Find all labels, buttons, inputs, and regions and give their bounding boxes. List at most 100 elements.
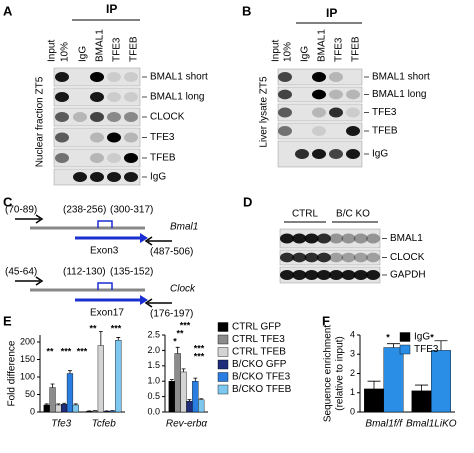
significance: ** (89, 323, 97, 333)
band (366, 252, 381, 263)
band (304, 252, 319, 263)
error-bar (415, 384, 429, 391)
band-label: IgG (150, 172, 166, 183)
y-tick-label: 2.5 (147, 329, 160, 339)
legend-label: IgG (414, 332, 430, 343)
significance: ** (46, 346, 54, 356)
band (107, 132, 121, 143)
side-label: Nuclear fraction ZT5 (35, 76, 46, 167)
bar (103, 411, 110, 413)
primer-label: (45-64) (5, 267, 37, 278)
legend-label: B/CKO TFEB (232, 384, 292, 395)
error-bar (68, 370, 72, 374)
band (278, 107, 292, 118)
x-tick-label: Bmal1LiKO (406, 419, 457, 430)
band (107, 92, 121, 102)
error-bar (169, 379, 174, 382)
band (90, 153, 104, 163)
band (107, 172, 121, 182)
error-bar (98, 331, 103, 346)
panel-letter: F (322, 313, 330, 328)
band (280, 233, 294, 244)
lane-label: BMAL1 (95, 29, 106, 62)
bar (186, 401, 193, 413)
significance: *** (194, 351, 205, 361)
band (90, 92, 104, 102)
primer-label: (176-197) (150, 309, 193, 320)
y-tick-label: 1.5 (147, 360, 160, 370)
legend-swatch (217, 359, 229, 370)
bar (66, 373, 74, 413)
band (124, 153, 138, 163)
band-label: TFEB (372, 126, 398, 137)
band-label: BMAL1 long (150, 92, 204, 103)
panel-letter: C (3, 194, 13, 209)
legend-swatch (217, 334, 229, 345)
band (280, 252, 294, 263)
ip-label: IP (106, 2, 117, 16)
band (312, 126, 326, 136)
y-tick-label: 200 (20, 336, 35, 346)
y-tick-label: 2.0 (147, 345, 160, 355)
y-tick-label: 0.5 (147, 391, 160, 401)
band (353, 233, 368, 244)
band (366, 270, 381, 280)
legend-label: CTRL TFE3 (232, 334, 285, 345)
band-label: IgG (372, 149, 388, 160)
error-bar (56, 403, 61, 405)
error-bar (187, 399, 192, 402)
band (107, 72, 121, 82)
band (329, 89, 343, 100)
band (341, 252, 356, 263)
bar (43, 404, 50, 413)
band (73, 172, 87, 182)
significance: *** (61, 346, 72, 356)
bar (91, 410, 99, 413)
band-label: TFE3 (150, 132, 175, 143)
x-tick-label: Bmal1f/f (365, 419, 403, 430)
error-bar (193, 377, 198, 382)
bar (364, 388, 384, 413)
band-label: GAPDH (390, 270, 426, 281)
panel-letter: B (242, 3, 251, 18)
band (55, 153, 69, 163)
legend-label: B/CKO GFP (232, 359, 287, 370)
band (329, 252, 344, 263)
primer-label: (135-152) (110, 267, 153, 278)
bar (115, 340, 122, 413)
y-tick-label: 0 (30, 406, 35, 416)
band (312, 72, 326, 82)
legend-swatch (217, 384, 229, 395)
band (124, 92, 138, 102)
band (312, 89, 326, 100)
band-label: BMAL1 long (372, 89, 426, 100)
band (107, 153, 121, 163)
lane-label: TFEB (351, 36, 362, 62)
band (90, 112, 104, 122)
y-tick-label: 100 (20, 371, 35, 381)
bar (431, 350, 451, 413)
legend-label: B/CKO TFE3 (232, 372, 291, 383)
error-bar (50, 383, 55, 388)
error-bar (175, 346, 180, 354)
band (346, 107, 360, 118)
band (73, 112, 87, 122)
bar (72, 404, 79, 413)
lane-label: IgG (78, 46, 89, 62)
band (280, 270, 294, 280)
legend-swatch (217, 322, 229, 332)
primer-label: (70-89) (5, 205, 37, 216)
band (90, 132, 104, 143)
side-label: Liver lysate ZT5 (259, 76, 270, 148)
band-label: CLOCK (390, 252, 425, 263)
x-tick-label: Tfe3 (51, 419, 71, 430)
primer-f-head (35, 214, 44, 224)
primer-r-head (144, 298, 153, 308)
error-bar (386, 343, 400, 348)
group-label: CTRL (292, 209, 319, 220)
exon-arrowhead (140, 233, 148, 243)
bar (198, 399, 205, 413)
legend-label: CTRL TFEB (232, 347, 286, 358)
lane-label: 10% (283, 42, 294, 62)
band (107, 112, 121, 122)
